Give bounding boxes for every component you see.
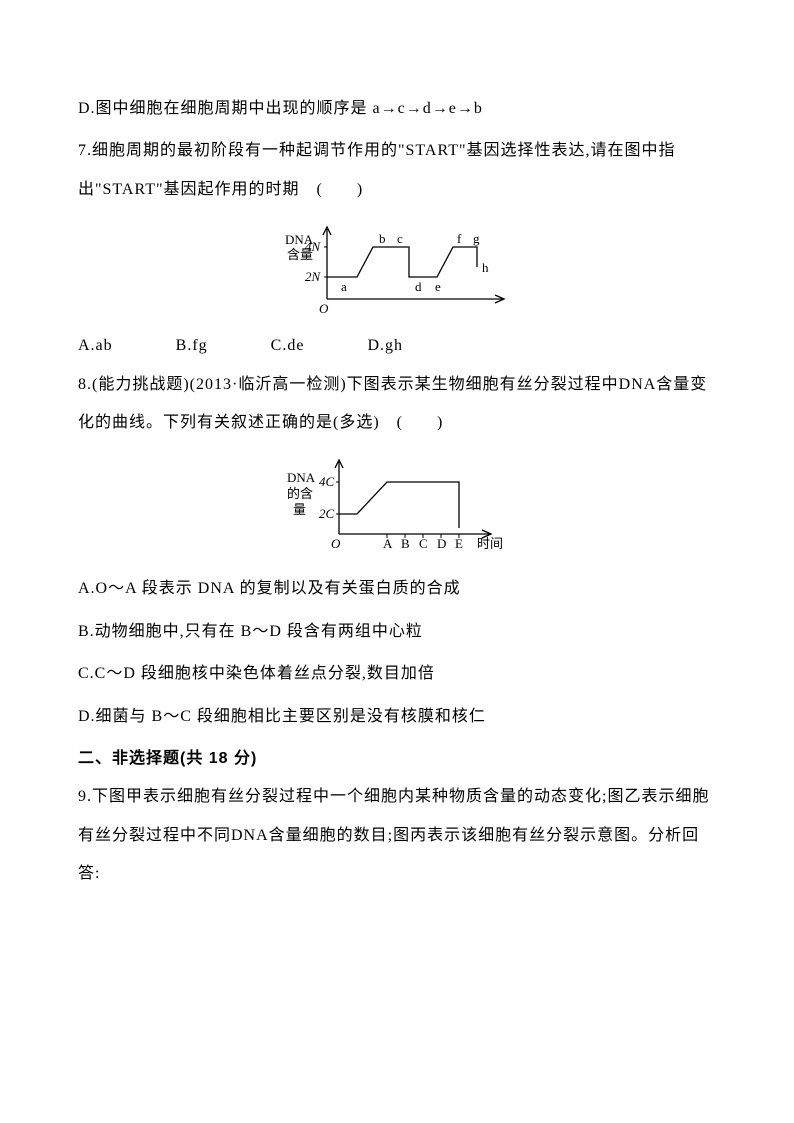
q8-opt-c: C.C～D 段细胞核中染色体着丝点分裂,数目加倍 — [78, 655, 716, 693]
q6-option-d: D.图中细胞在细胞周期中出现的顺序是 a→c→d→e→b — [78, 90, 716, 128]
q8-yl1: DNA — [287, 470, 316, 485]
q8-chart: DNA 的含 量 4C 2C O A B C D E 时间 — [78, 446, 716, 570]
q7-ytick-4n: 4N — [305, 239, 322, 254]
q8-xt-b: B — [401, 536, 410, 551]
q7-opt-c: C.de — [271, 327, 305, 365]
q7-lab-f: f — [457, 231, 462, 246]
q9-stem: 9.下图甲表示细胞有丝分裂过程中一个细胞内某种物质含量的动态变化;图乙表示细胞有… — [78, 778, 716, 893]
q7-opt-d: D.gh — [367, 327, 403, 365]
q7-opt-a: A.ab — [78, 327, 113, 365]
q8-ytick-4c: 4C — [319, 474, 335, 489]
q7-origin: O — [319, 301, 329, 316]
q8-xt-c: C — [419, 536, 428, 551]
q8-origin: O — [331, 536, 341, 551]
q8-yl3: 量 — [293, 502, 306, 517]
q8-opt-d: D.细菌与 B～C 段细胞相比主要区别是没有核膜和核仁 — [78, 698, 716, 736]
q7-lab-a: a — [341, 279, 347, 294]
section-2-heading: 二、非选择题(共 18 分) — [78, 740, 716, 778]
q8-opt-a: A.O～A 段表示 DNA 的复制以及有关蛋白质的合成 — [78, 570, 716, 608]
q7-ytick-2n: 2N — [305, 269, 322, 284]
q7-lab-d: d — [415, 279, 422, 294]
q7-lab-e: e — [435, 279, 441, 294]
q8-stem: 8.(能力挑战题)(2013·临沂高一检测)下图表示某生物细胞有丝分裂过程中DN… — [78, 366, 716, 443]
q7-lab-g: g — [473, 231, 480, 246]
q8-xt-d: D — [437, 536, 446, 551]
q8-yl2: 的含 — [287, 486, 313, 501]
q7-lab-h: h — [482, 260, 489, 275]
q7-opt-b: B.fg — [176, 327, 208, 365]
q8-xt-e: E — [455, 536, 463, 551]
q8-xlabel: 时间 — [477, 536, 503, 551]
q7-stem: 7.细胞周期的最初阶段有一种起调节作用的"START"基因选择性表达,请在图中指… — [78, 132, 716, 209]
q7-lab-b: b — [379, 231, 386, 246]
q7-options: A.ab B.fg C.de D.gh — [78, 327, 716, 365]
q8-xt-a: A — [383, 536, 393, 551]
q7-chart: DNA 含量 4N 2N O a b c d e f g h — [78, 213, 716, 327]
q8-ytick-2c: 2C — [319, 506, 335, 521]
q8-opt-b: B.动物细胞中,只有在 B～D 段含有两组中心粒 — [78, 613, 716, 651]
q7-lab-c: c — [397, 231, 403, 246]
